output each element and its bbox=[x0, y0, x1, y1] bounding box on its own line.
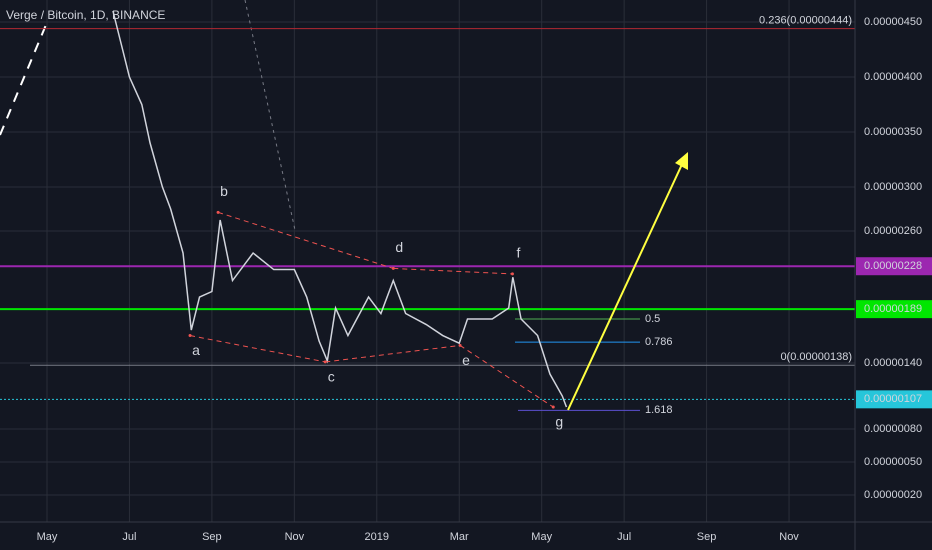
x-tick-label: Mar bbox=[450, 531, 469, 543]
level-label: 0.236(0.00000444) bbox=[759, 15, 852, 27]
y-tick-label: 0.00000140 bbox=[864, 357, 922, 369]
chart-title: Verge / Bitcoin, 1D, BINANCE bbox=[6, 8, 165, 22]
wave-label: d bbox=[395, 239, 403, 255]
fib-label: 0.5 bbox=[645, 313, 660, 325]
x-tick-label: Sep bbox=[202, 531, 222, 543]
price-marker bbox=[856, 257, 932, 276]
y-tick-label: 0.00000350 bbox=[864, 126, 922, 138]
y-tick-label: 0.00000260 bbox=[864, 225, 922, 237]
fib-label: 0.786 bbox=[645, 336, 673, 348]
grid bbox=[0, 0, 855, 522]
wave-label: b bbox=[220, 183, 228, 199]
wave-line bbox=[189, 335, 326, 363]
plot bbox=[0, 10, 855, 411]
wave-line bbox=[217, 211, 394, 269]
trend-line bbox=[244, 0, 296, 231]
price-marker-label: 0.00000228 bbox=[864, 260, 922, 272]
price-marker bbox=[856, 390, 932, 409]
level-label: 0(0.00000138) bbox=[780, 351, 852, 363]
wave-label: c bbox=[328, 369, 335, 385]
arrow-head bbox=[675, 152, 688, 170]
wave-label: a bbox=[192, 342, 200, 358]
wave-line bbox=[459, 345, 554, 408]
wave-label: g bbox=[555, 414, 563, 430]
y-tick-label: 0.00000450 bbox=[864, 16, 922, 28]
x-tick-label: May bbox=[531, 531, 552, 543]
price-marker-label: 0.00000107 bbox=[864, 393, 922, 405]
y-tick-label: 0.00000300 bbox=[864, 181, 922, 193]
wave-label: f bbox=[516, 245, 520, 261]
price-line bbox=[112, 10, 568, 408]
x-tick-label: Jul bbox=[617, 531, 631, 543]
wave-point bbox=[188, 334, 192, 338]
fib-label: 1.618 bbox=[645, 404, 673, 416]
wave-line bbox=[325, 344, 461, 363]
wave-point bbox=[458, 343, 462, 347]
arrow bbox=[567, 159, 685, 411]
price-marker-label: 0.00000189 bbox=[864, 303, 922, 315]
x-tick-label: Nov bbox=[285, 531, 305, 543]
y-tick-label: 0.00000400 bbox=[864, 71, 922, 83]
x-tick-label: 2019 bbox=[365, 531, 389, 543]
wave-point bbox=[551, 405, 555, 409]
x-tick-label: Sep bbox=[697, 531, 717, 543]
x-tick-label: Jul bbox=[122, 531, 136, 543]
y-tick-label: 0.00000020 bbox=[864, 489, 922, 501]
x-tick-label: Nov bbox=[779, 531, 799, 543]
x-tick-label: May bbox=[37, 531, 58, 543]
wave-label: e bbox=[462, 352, 470, 368]
trend-line bbox=[0, 19, 49, 136]
wave-point bbox=[510, 272, 514, 276]
price-marker bbox=[856, 300, 932, 319]
y-tick-label: 0.00000080 bbox=[864, 423, 922, 435]
wave-line bbox=[393, 267, 513, 275]
y-tick-label: 0.00000050 bbox=[864, 456, 922, 468]
wave-point bbox=[216, 210, 220, 214]
wave-point bbox=[323, 360, 327, 364]
wave-point bbox=[391, 266, 395, 270]
